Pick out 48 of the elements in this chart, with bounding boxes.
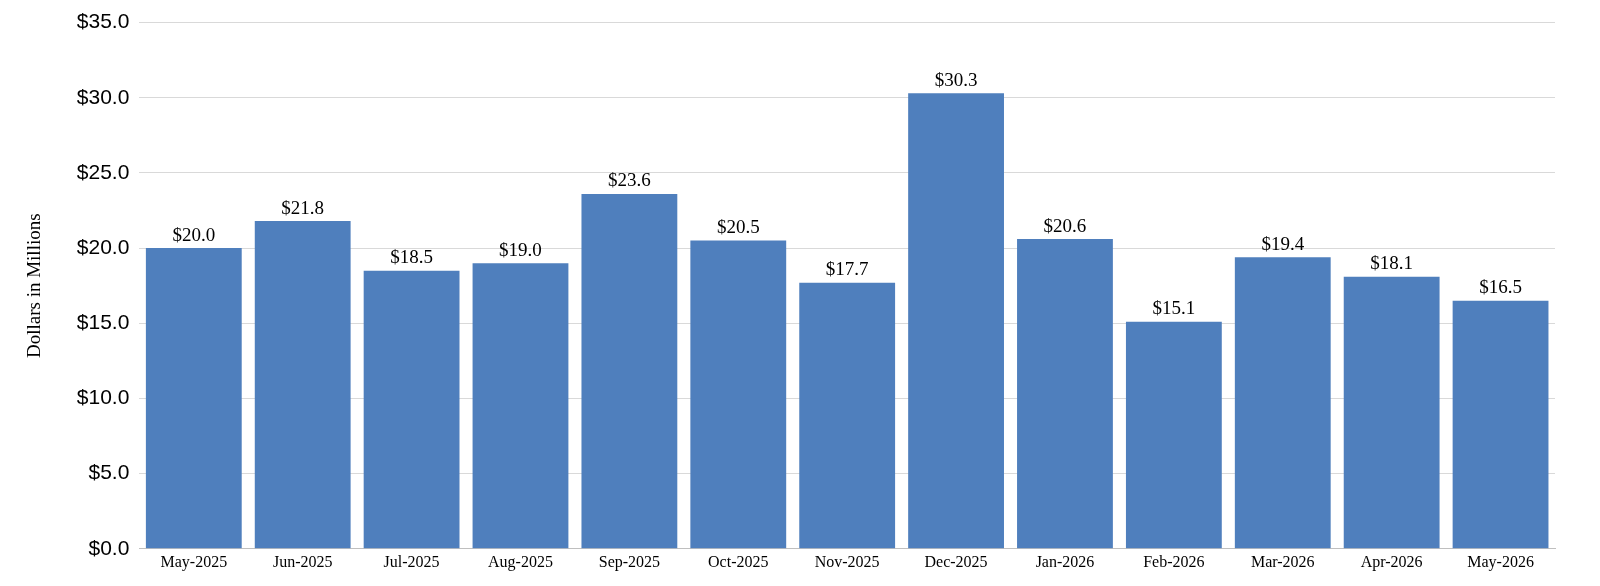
data-label: $19.4 [1261,232,1305,254]
y-tick-label: $35.0 [76,9,130,33]
bar [1234,257,1331,549]
y-tick-label: $30.0 [76,84,130,108]
data-label: $16.5 [1479,276,1522,298]
bar [145,248,242,549]
bar [472,263,569,549]
x-tick-label: Jul-2025 [383,552,440,570]
x-tick-label: Jun-2025 [272,552,333,570]
x-tick-label: May-2026 [1467,552,1534,571]
data-label: $23.6 [608,169,651,191]
x-tick-label: Mar-2026 [1250,552,1315,570]
y-axis-title: Dollars in Millions [23,213,45,359]
x-tick-label: Feb-2026 [1143,552,1205,570]
y-tick-label: $20.0 [76,234,130,258]
bar [1343,276,1440,549]
bar [690,240,787,549]
bar [1017,239,1113,549]
data-label: $17.7 [825,258,869,280]
x-tick-label: Aug-2025 [488,552,553,571]
y-tick-label: $10.0 [76,385,130,409]
x-tick-label: Jan-2026 [1035,552,1095,570]
data-label: $30.3 [934,68,978,90]
x-tick-label: Apr-2026 [1360,552,1423,571]
data-label: $18.1 [1370,252,1414,274]
data-label: $20.6 [1043,214,1087,236]
x-tick-label: Dec-2025 [924,552,988,570]
data-label: $20.5 [716,216,760,238]
data-label: $18.5 [390,246,433,268]
x-tick-label: May-2025 [160,552,228,571]
bar [1125,321,1222,549]
y-tick-label: $25.0 [76,159,130,183]
data-label: $19.0 [499,238,542,260]
x-tick-label: Nov-2025 [814,552,880,570]
bar [581,193,678,549]
bar [799,282,896,549]
y-tick-label: $0.0 [88,535,130,559]
data-label: $15.1 [1152,297,1196,319]
bar [908,93,1004,549]
data-label: $21.8 [281,196,325,218]
bar [254,221,351,549]
bar [1452,300,1549,549]
y-tick-label: $5.0 [88,460,130,484]
bar [363,270,460,549]
y-tick-label: $15.0 [76,310,130,334]
x-tick-label: Oct-2025 [708,552,769,570]
data-label: $20.0 [172,223,216,245]
x-tick-label: Sep-2025 [598,552,661,571]
